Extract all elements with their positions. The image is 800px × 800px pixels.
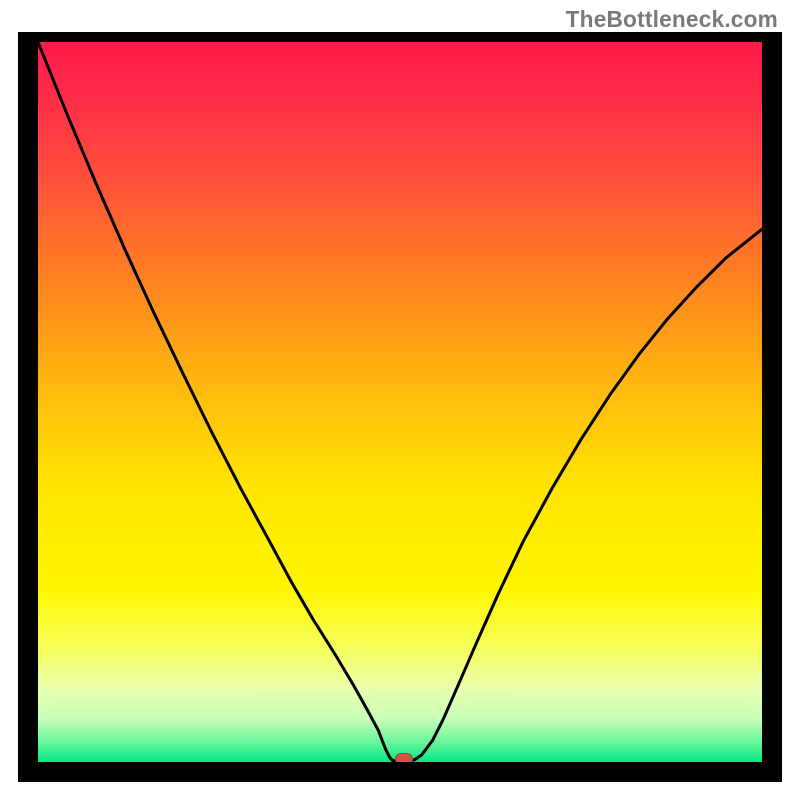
plot-svg [38,42,762,762]
plot-frame [18,32,782,782]
optimum-marker [395,753,413,762]
watermark-text: TheBottleneck.com [566,6,778,33]
plot-background [38,42,762,762]
chart-container: TheBottleneck.com [0,0,800,800]
plot-area [38,42,762,762]
